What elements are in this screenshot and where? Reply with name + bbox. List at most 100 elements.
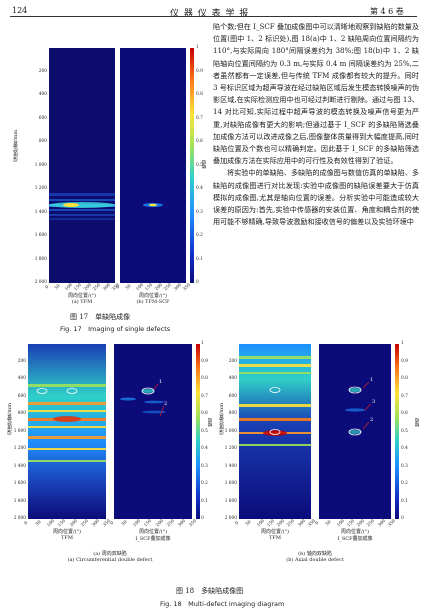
fig18b-colorbar (395, 344, 399, 519)
fig18b-cbtick: 1 (401, 341, 404, 346)
fig17-cbtick: 0 (196, 280, 199, 285)
fig18a-iscf-xtick: 300 (177, 518, 187, 529)
fig18a-tfm-xtick: 0 (23, 520, 30, 527)
page-number: 124 (12, 6, 28, 15)
fig18b-cbtick: 0.4 (401, 446, 408, 451)
paragraph-1: 陷个数;但在 I_SCF 叠加成像图中可以清晰地观察到缺陷的数量及位置(图中 1… (213, 22, 419, 166)
fig18a-ytick: 2 000 (13, 516, 26, 521)
fig18b-cbtick: 0.2 (401, 481, 408, 486)
fig18a-sub-cn: (a) 周向双缺陷 (93, 551, 127, 557)
fig18a-tfm-xlabel: 周向位置/(°) (52, 529, 82, 535)
fig18a-cbtick: 0 (201, 516, 204, 521)
fig17-ytick: 1 000 (34, 162, 47, 168)
fig18a-iscf-xtick: 150 (143, 518, 154, 529)
fig17b-xtick: 350 (182, 282, 192, 293)
fig17b-xtick: 300 (172, 282, 183, 293)
fig18b-ytick: 1 000 (224, 428, 237, 434)
fig18a-tfm-xtick: 150 (57, 518, 68, 529)
fig18b-ytick: 400 (228, 376, 237, 381)
fig17b-xlabel: 周向位置/(°) (138, 293, 168, 299)
fig18b-tfm-xtick: 250 (286, 518, 297, 529)
fig18a-cb-label: 幅值 (208, 418, 213, 427)
fig17a-xtick: 250 (92, 282, 102, 293)
fig18b-iscf-xtick: 50 (325, 519, 333, 528)
fig18a-cbtick: 1 (201, 341, 204, 346)
fig18a-cbtick: 0.5 (201, 428, 208, 434)
fig18b-ytick: 1 800 (224, 498, 237, 504)
fig18b-cbtick: 0.3 (401, 463, 408, 469)
fig17a-xtick: 200 (83, 282, 93, 293)
fig17a-heatmap (49, 48, 115, 283)
fig18a-tfm-xtick: 100 (46, 518, 57, 529)
fig18b-iscf-xlabel: 周向位置/(°) (340, 529, 370, 535)
fig18b-cbtick: 0.7 (401, 393, 408, 399)
fig18b-cb-label: 幅值 (415, 418, 420, 427)
fig18b-cbtick: 0 (401, 516, 404, 521)
fig18b-iscf-xtick: 0 (314, 520, 321, 527)
fig18a-ytick: 1 400 (13, 463, 26, 469)
fig18b-ytick: 800 (228, 411, 237, 416)
fig18a-tfm-xtick: 300 (91, 518, 101, 529)
fig18a-tfm-xtick: 250 (80, 518, 90, 529)
fig17a-xtick: 50 (54, 283, 62, 292)
fig18b-sub-cn: (b) 轴向双缺陷 (298, 551, 332, 557)
fig17a-xlabel: 周向位置/(°) (67, 293, 97, 299)
fig18a-ytick: 1 800 (13, 498, 26, 504)
fig18a-cbtick: 0.9 (201, 358, 208, 364)
fig18a-cbtick: 0.8 (201, 376, 208, 381)
fig18b-iscf-xtick: 200 (356, 518, 366, 529)
fig17-ylabel: 深度位置/mm (13, 130, 19, 162)
fig18a-cbtick: 0.3 (201, 463, 208, 469)
fig17-cbtick: 0.5 (196, 162, 203, 168)
fig17-ytick: 1 600 (34, 233, 47, 238)
body-text: 陷个数;但在 I_SCF 叠加成像图中可以清晰地观察到缺陷的数量及位置(图中 1… (213, 21, 419, 228)
fig17-ytick: 1 400 (34, 209, 47, 215)
figure-17: 深度位置/mm (12, 40, 208, 330)
fig17-ytick: 800 (38, 139, 47, 144)
fig18a-iscf-xtick: 350 (188, 518, 198, 529)
fig18a-iscf-xlabel: 周向位置/(°) (138, 529, 168, 535)
fig18a-ytick: 800 (17, 411, 26, 416)
fig17a-xtick: 150 (73, 282, 84, 293)
fig18a-iscf-xtick: 50 (121, 519, 129, 528)
fig18a-ytick: 1 600 (13, 481, 26, 486)
fig17a-xtick: 300 (101, 282, 112, 293)
fig18b-iscf-label: I_SCF叠加成像 (337, 536, 373, 542)
fig17-ytick: 200 (38, 68, 47, 74)
fig18a-ytick: 400 (17, 376, 26, 381)
fig17-ytick: 2 000 (34, 280, 47, 285)
fig18b-iscf-xtick: 100 (335, 518, 346, 529)
fig17b-xtick: 50 (125, 283, 133, 292)
fig18b-tfm-xlabel: 周向位置/(°) (260, 529, 290, 535)
figure-18: 深度位置/mm (4, 338, 423, 614)
fig18-caption-en: Fig. 18 Multi-defect imaging diagram (160, 600, 285, 608)
fig18a-cbtick: 0.6 (201, 411, 208, 416)
fig17b-xtick: 200 (154, 282, 164, 293)
fig18b-cbtick: 0.9 (401, 358, 408, 364)
fig17-cbtick: 0.7 (196, 115, 203, 121)
fig17b-xtick: 250 (163, 282, 173, 293)
fig18b-sub-en: (b) Axial double defect (286, 557, 344, 563)
fig18b-marker-1: 1 (370, 377, 373, 383)
fig18b-ytick: 200 (228, 358, 237, 364)
fig18a-iscf-xtick: 200 (154, 518, 165, 529)
journal-title: 仪 器 仪 表 学 报 (170, 9, 250, 19)
fig18a-cbtick: 0.7 (201, 393, 208, 399)
fig18a-tfm-xtick: 50 (35, 519, 43, 528)
header-rule (10, 16, 417, 17)
paragraph-2: 将实验中的单缺陷、多缺陷的成像图与数值仿真的单缺陷、多缺陷的成像图进行对比发现:… (213, 168, 419, 227)
fig18a-colorbar (196, 344, 200, 519)
fig18a-marker-2: 2 (164, 401, 167, 407)
fig18b-tfm-xtick: 200 (276, 518, 286, 529)
fig18a-tfm-label: TFM (61, 535, 73, 541)
fig18b-ytick: 1 200 (224, 446, 237, 451)
fig18b-ytick: 2 000 (224, 516, 237, 521)
fig18a-sub-en: (a) Circumferential double defect (67, 557, 153, 563)
fig17-cbtick: 0.8 (196, 92, 203, 97)
fig17-caption-cn: 图 17 单缺陷成像 (70, 313, 131, 321)
fig18b-tfm-xtick: 50 (245, 519, 253, 528)
fig17a-xtick: 0 (44, 284, 51, 291)
fig18a-tfm-xtick: 200 (68, 518, 79, 529)
fig18a-tfm-heatmap (28, 344, 106, 519)
fig18a-marker-1: 1 (159, 379, 162, 385)
